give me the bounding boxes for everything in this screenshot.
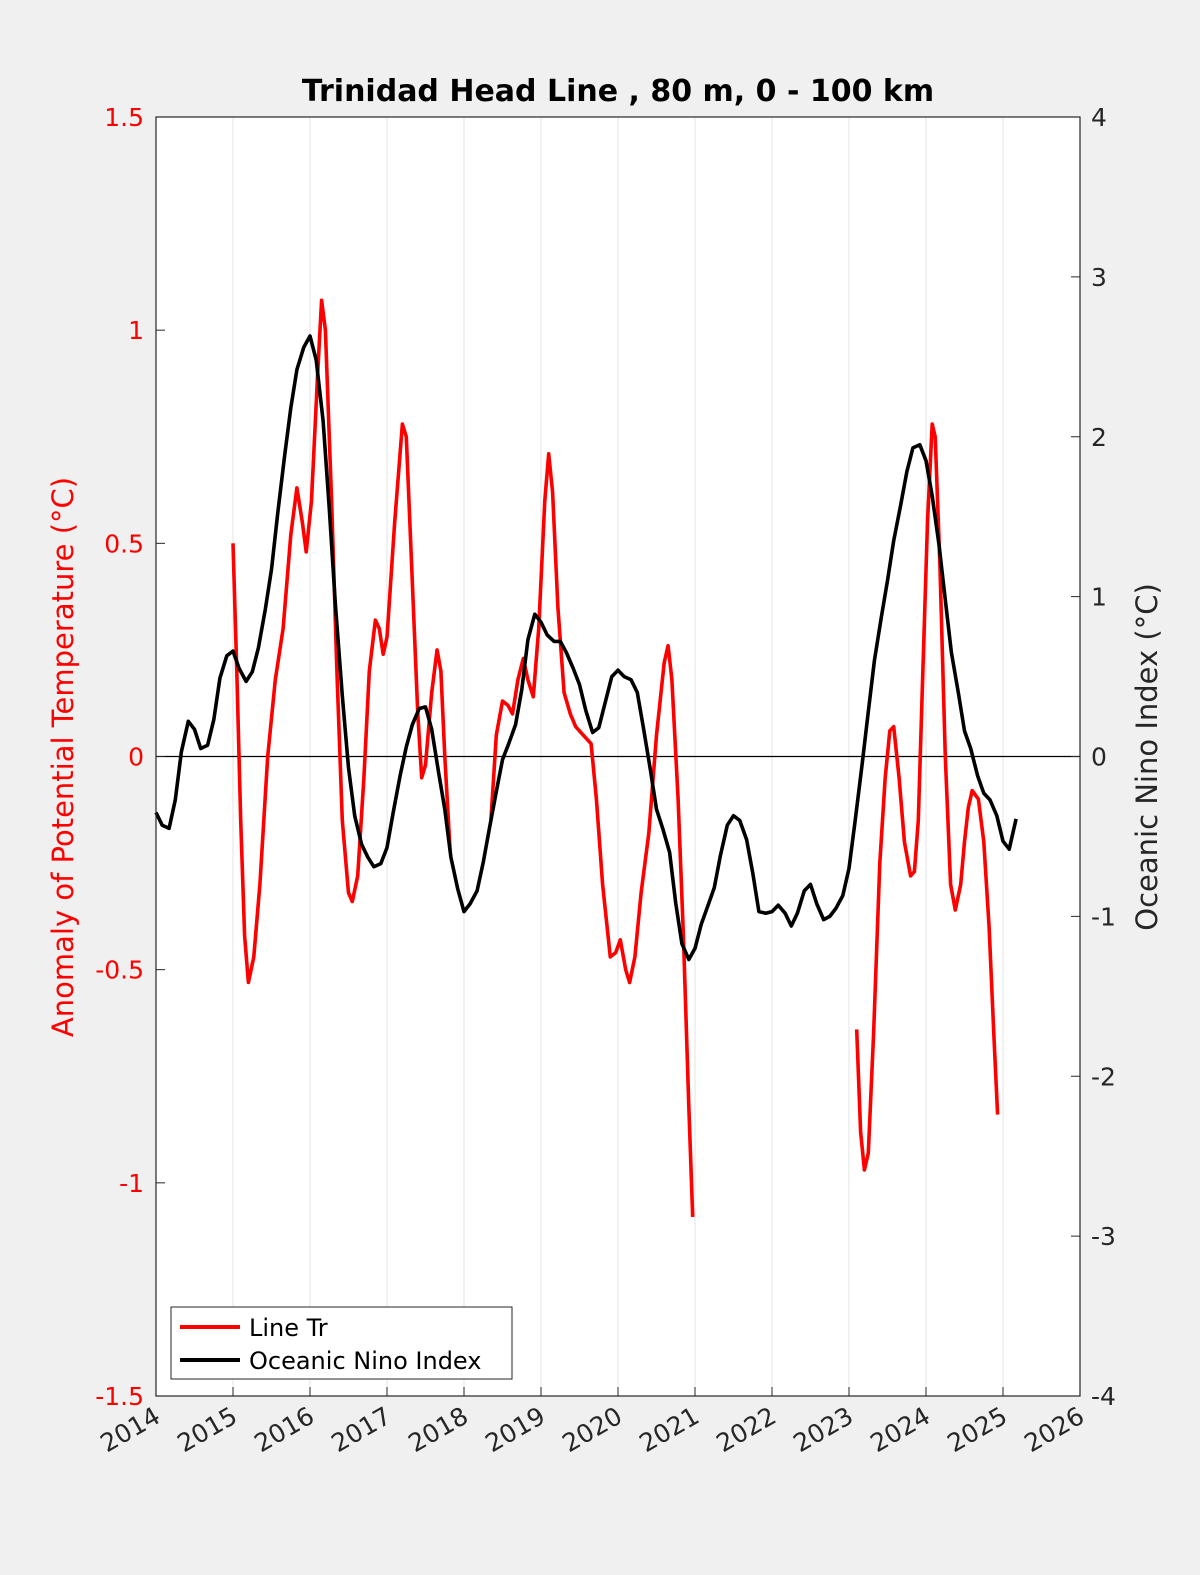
legend-label-line-tr: Line Tr (249, 1314, 328, 1342)
series-1-segment-0 (154, 334, 1018, 962)
legend-label-oni: Oceanic Nino Index (249, 1347, 481, 1375)
y-left-tick-label: -0.5 (95, 956, 144, 985)
y-right-tick-label: -2 (1091, 1062, 1116, 1091)
y-right-tick-label: 3 (1091, 263, 1107, 292)
y-axis-left-label: Anomaly of Potential Temperature (°C) (46, 477, 80, 1037)
series-0-segment-0 (231, 298, 452, 985)
y-left-tick-label: 1 (128, 316, 144, 345)
chart-title: Trinidad Head Line , 80 m, 0 - 100 km (302, 74, 934, 109)
y-right-tick-label: 1 (1091, 583, 1107, 612)
y-right-tick-label: 2 (1091, 423, 1107, 452)
series-0-segment-2 (854, 422, 1000, 1172)
y-left-tick-label: 1.5 (104, 103, 144, 132)
y-left-tick-label: -1.5 (95, 1382, 144, 1411)
legend: Line Tr Oceanic Nino Index (170, 1306, 513, 1380)
y-right-tick-label: -3 (1091, 1222, 1116, 1251)
y-axis-right-label: Oceanic Nino Index (°C) (1130, 583, 1164, 931)
y-left-tick-label: -1 (119, 1169, 144, 1198)
legend-box (170, 1306, 513, 1380)
series-0-segment-1 (489, 451, 695, 1217)
y-right-tick-label: 0 (1091, 743, 1107, 772)
y-left-tick-label: 0 (128, 743, 144, 772)
y-right-tick-label: 4 (1091, 103, 1107, 132)
y-right-tick-label: -1 (1091, 902, 1116, 931)
y-left-tick-label: 0.5 (104, 529, 144, 558)
y-right-tick-label: -4 (1091, 1382, 1116, 1411)
series-layer (154, 298, 1018, 1217)
